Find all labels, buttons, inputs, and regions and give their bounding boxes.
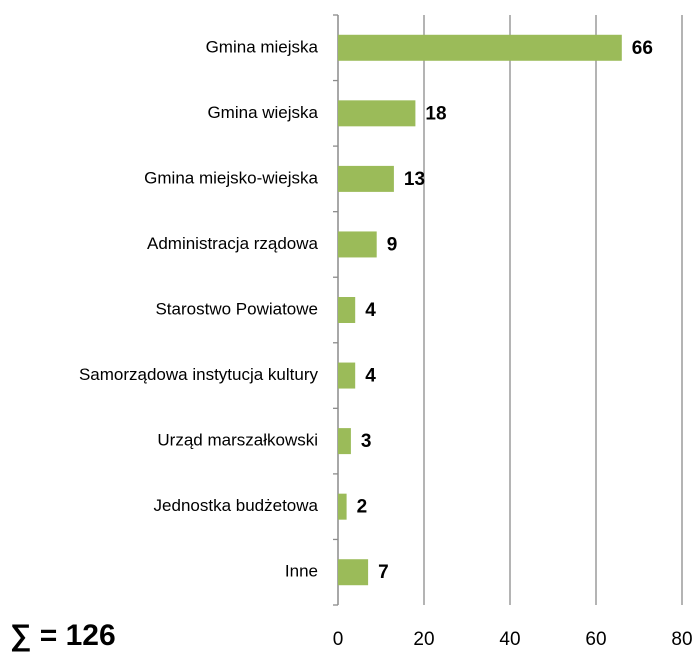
value-label: 7 — [378, 562, 389, 583]
bar — [338, 362, 356, 389]
y-tick-label: Samorządowa instytucja kultury — [79, 365, 319, 384]
y-tick-label: Starostwo Powiatowe — [155, 299, 318, 318]
x-tick-label: 40 — [499, 629, 520, 650]
y-tick-label: Gmina wiejska — [207, 103, 318, 122]
bar — [338, 428, 351, 455]
y-tick-label: Inne — [285, 562, 318, 581]
value-label: 4 — [365, 366, 376, 387]
x-tick-label: 0 — [333, 629, 344, 650]
value-label: 13 — [404, 169, 425, 190]
bar — [338, 165, 394, 192]
value-label: 66 — [632, 38, 653, 59]
bar — [338, 100, 416, 127]
annotation: ∑ = 126 — [10, 619, 116, 652]
bar — [338, 297, 356, 323]
value-label: 2 — [357, 497, 368, 518]
x-tick-label: 60 — [585, 629, 606, 650]
value-label: 9 — [387, 234, 398, 255]
bar — [338, 559, 369, 586]
value-label: 4 — [365, 300, 376, 321]
y-tick-label: Jednostka budżetowa — [154, 496, 319, 515]
y-tick-label: Urząd marszałkowski — [157, 431, 318, 450]
bar — [338, 231, 377, 258]
bar — [338, 34, 622, 61]
y-tick-label: Administracja rządowa — [147, 234, 319, 253]
y-tick-label: Gmina miejska — [206, 37, 319, 56]
y-tick-label: Gmina miejsko-wiejska — [144, 168, 318, 187]
x-tick-label: 80 — [671, 629, 692, 650]
bar — [338, 493, 347, 520]
x-tick-label: 20 — [413, 629, 434, 650]
value-label: 18 — [425, 103, 446, 124]
value-label: 3 — [361, 431, 372, 452]
